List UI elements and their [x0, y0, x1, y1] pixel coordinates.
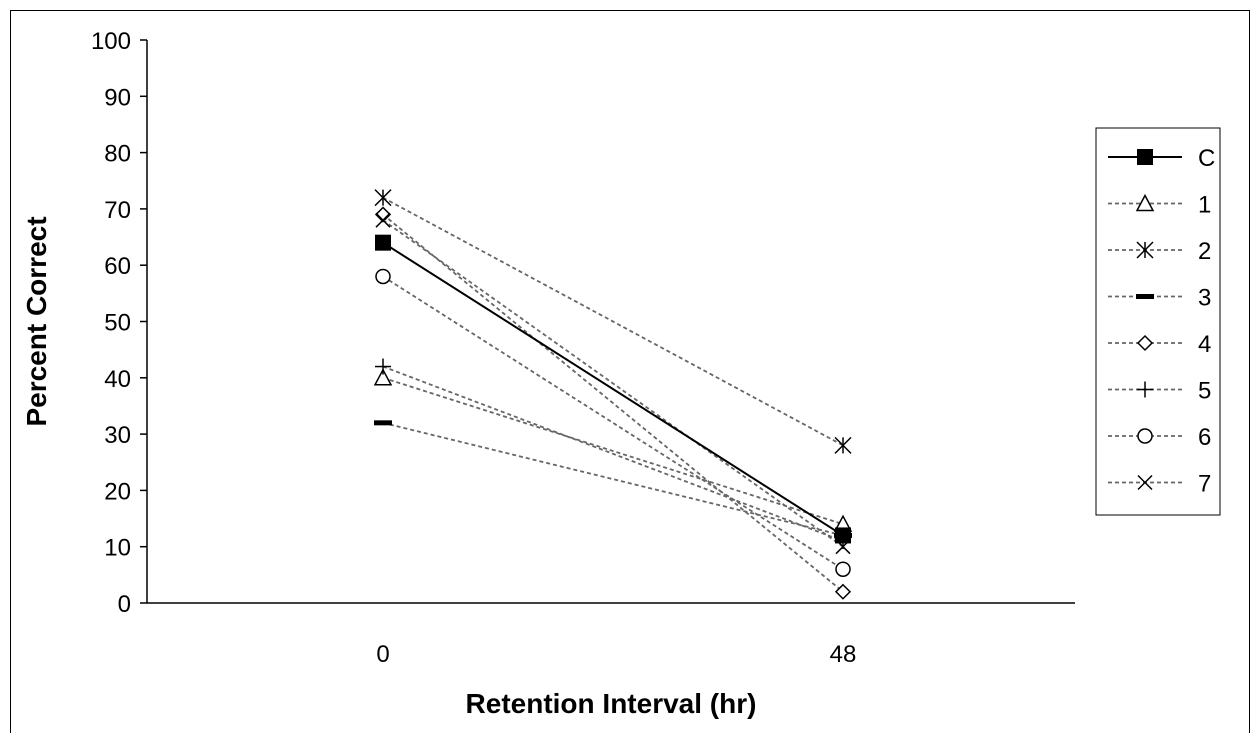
- data-point: [373, 368, 393, 386]
- legend-label: 7: [1198, 471, 1211, 498]
- legend-marker: [1136, 334, 1154, 352]
- data-point: [374, 420, 392, 426]
- series-1: [373, 368, 853, 532]
- legend-item: 5: [1108, 378, 1211, 405]
- series-layer: [373, 189, 853, 600]
- axes: [146, 40, 1075, 604]
- legend-label: 3: [1198, 285, 1211, 312]
- legend-item: C: [1108, 145, 1215, 172]
- legend-item: 6: [1108, 424, 1211, 451]
- legend-marker: [1137, 381, 1153, 398]
- x-tick-label: 0: [376, 641, 389, 668]
- series-line: [382, 275, 844, 570]
- data-point: [835, 527, 851, 544]
- y-tick-label: 0: [118, 591, 131, 618]
- y-tick-label: 30: [104, 422, 131, 449]
- legend-marker: [1137, 428, 1153, 444]
- legend-label: 5: [1198, 378, 1211, 405]
- chart-frame: [10, 10, 1250, 733]
- y-ticks: 0 10 20 30 40 50 60 70 80 90 100: [91, 28, 147, 618]
- legend-item: 3: [1108, 285, 1211, 312]
- series-6: [375, 268, 851, 577]
- data-point: [374, 189, 392, 207]
- legend-marker: [1135, 193, 1155, 212]
- series-line: [382, 196, 844, 447]
- x-axis-title: Retention Interval (hr): [466, 688, 757, 719]
- y-tick-label: 40: [104, 366, 131, 393]
- series-line: [382, 213, 844, 593]
- legend-item: 1: [1108, 192, 1211, 219]
- legend-item: 4: [1108, 331, 1211, 358]
- y-tick-label: 90: [104, 84, 131, 111]
- y-tick-label: 50: [104, 310, 131, 337]
- legend-label: 6: [1198, 424, 1211, 451]
- data-point: [375, 358, 391, 375]
- series-line: [382, 241, 844, 537]
- series-7: [375, 212, 851, 555]
- series-2: [374, 189, 852, 454]
- y-tick-label: 100: [91, 28, 131, 55]
- data-point: [834, 583, 852, 600]
- legend-label: 2: [1198, 238, 1211, 265]
- data-point: [835, 561, 851, 577]
- series-line: [382, 219, 844, 548]
- legend-marker: [1136, 294, 1154, 299]
- legend-marker: [1136, 241, 1154, 259]
- data-point: [375, 268, 391, 285]
- y-tick-label: 20: [104, 478, 131, 505]
- legend-label: 1: [1198, 192, 1211, 219]
- legend-label: C: [1198, 145, 1215, 172]
- series-line: [382, 365, 844, 542]
- series-3: [374, 420, 852, 538]
- y-tick-label: 80: [104, 141, 131, 168]
- x-tick-label: 48: [830, 641, 857, 668]
- series-4: [374, 206, 852, 600]
- y-axis-title: Percent Correct: [21, 216, 52, 426]
- x-ticks: 0 48: [376, 641, 856, 668]
- data-point: [375, 234, 391, 251]
- series-line: [382, 376, 844, 526]
- legend-marker: [1137, 149, 1153, 165]
- data-point: [375, 212, 391, 228]
- legend: C 1 2 3 4 5 6 7: [1095, 127, 1221, 516]
- legend-item: 2: [1108, 238, 1211, 265]
- data-point: [374, 206, 392, 223]
- legend-label: 4: [1198, 331, 1211, 358]
- y-tick-label: 70: [104, 197, 131, 224]
- legend-box: [1095, 127, 1221, 516]
- y-tick-label: 10: [104, 535, 131, 562]
- data-point: [834, 436, 852, 454]
- series-C: [375, 234, 851, 544]
- legend-marker: [1137, 474, 1153, 491]
- legend-item: 7: [1108, 471, 1211, 498]
- series-line: [382, 421, 844, 537]
- y-tick-label: 60: [104, 253, 131, 280]
